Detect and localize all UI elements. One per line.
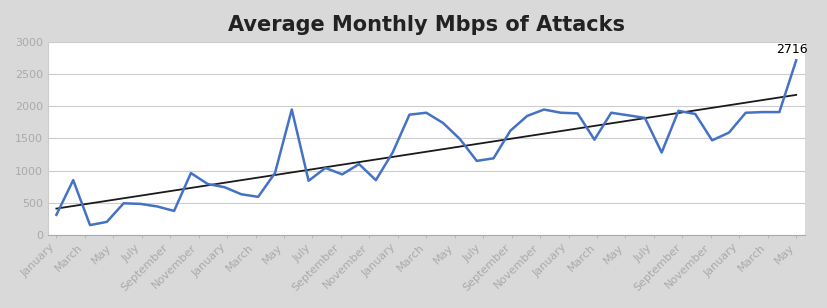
Text: 2716: 2716: [776, 43, 808, 56]
Title: Average Monthly Mbps of Attacks: Average Monthly Mbps of Attacks: [227, 15, 624, 35]
